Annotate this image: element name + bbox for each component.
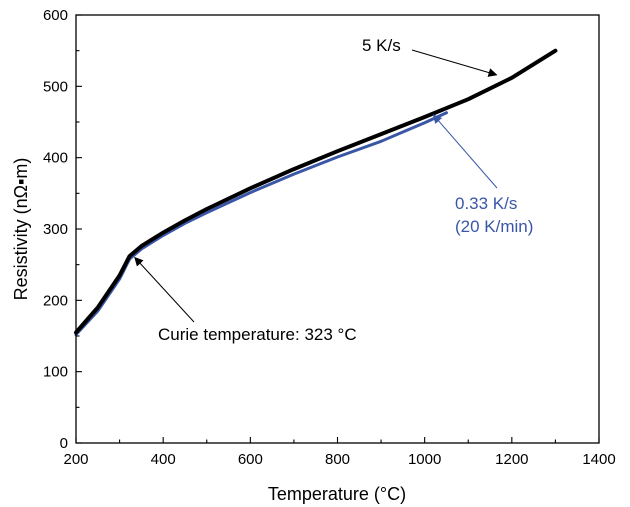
x-axis-title: Temperature (°C)	[268, 484, 406, 504]
x-tick-label: 1200	[495, 451, 528, 468]
x-tick-label: 400	[151, 451, 176, 468]
x-tick-label: 1000	[408, 451, 441, 468]
y-tick-label: 600	[43, 7, 68, 24]
annotation-curie: Curie temperature: 323 °C	[134, 256, 357, 344]
y-axis-title: Resistivity (nΩ▪m)	[11, 158, 31, 301]
x-tick-label: 600	[238, 451, 263, 468]
annotation-5ks: 5 K/s	[362, 36, 498, 77]
y-tick-label: 300	[43, 221, 68, 238]
x-tick-label: 800	[325, 451, 350, 468]
annotation-033ks: 0.33 K/s (20 K/min)	[432, 114, 533, 236]
annotation-033ks-arrow	[432, 114, 498, 189]
series-layer	[74, 48, 558, 337]
annotation-curie-arrow	[134, 256, 195, 323]
tick-labels: 200 400 600 800 1000 1200 1400 0 100 200 300 400 500…	[43, 7, 616, 468]
plot-frame	[75, 14, 600, 444]
annotation-curie-label: Curie temperature: 323 °C	[158, 325, 357, 344]
y-tick-label: 500	[43, 78, 68, 95]
series-line-5ks	[74, 48, 558, 335]
x-tick-label: 200	[63, 451, 88, 468]
annotation-5ks-arrow	[411, 49, 498, 77]
x-tick-label: 1400	[582, 451, 615, 468]
y-tick-label: 400	[43, 150, 68, 167]
series-line-0-33ks	[74, 111, 448, 337]
y-tick-label: 200	[43, 292, 68, 309]
annotation-033ks-line1: 0.33 K/s	[455, 194, 517, 213]
annotation-5ks-label: 5 K/s	[362, 36, 401, 55]
y-tick-label: 100	[43, 364, 68, 381]
y-tick-label: 0	[60, 435, 68, 452]
annotation-033ks-line2: (20 K/min)	[455, 217, 533, 236]
